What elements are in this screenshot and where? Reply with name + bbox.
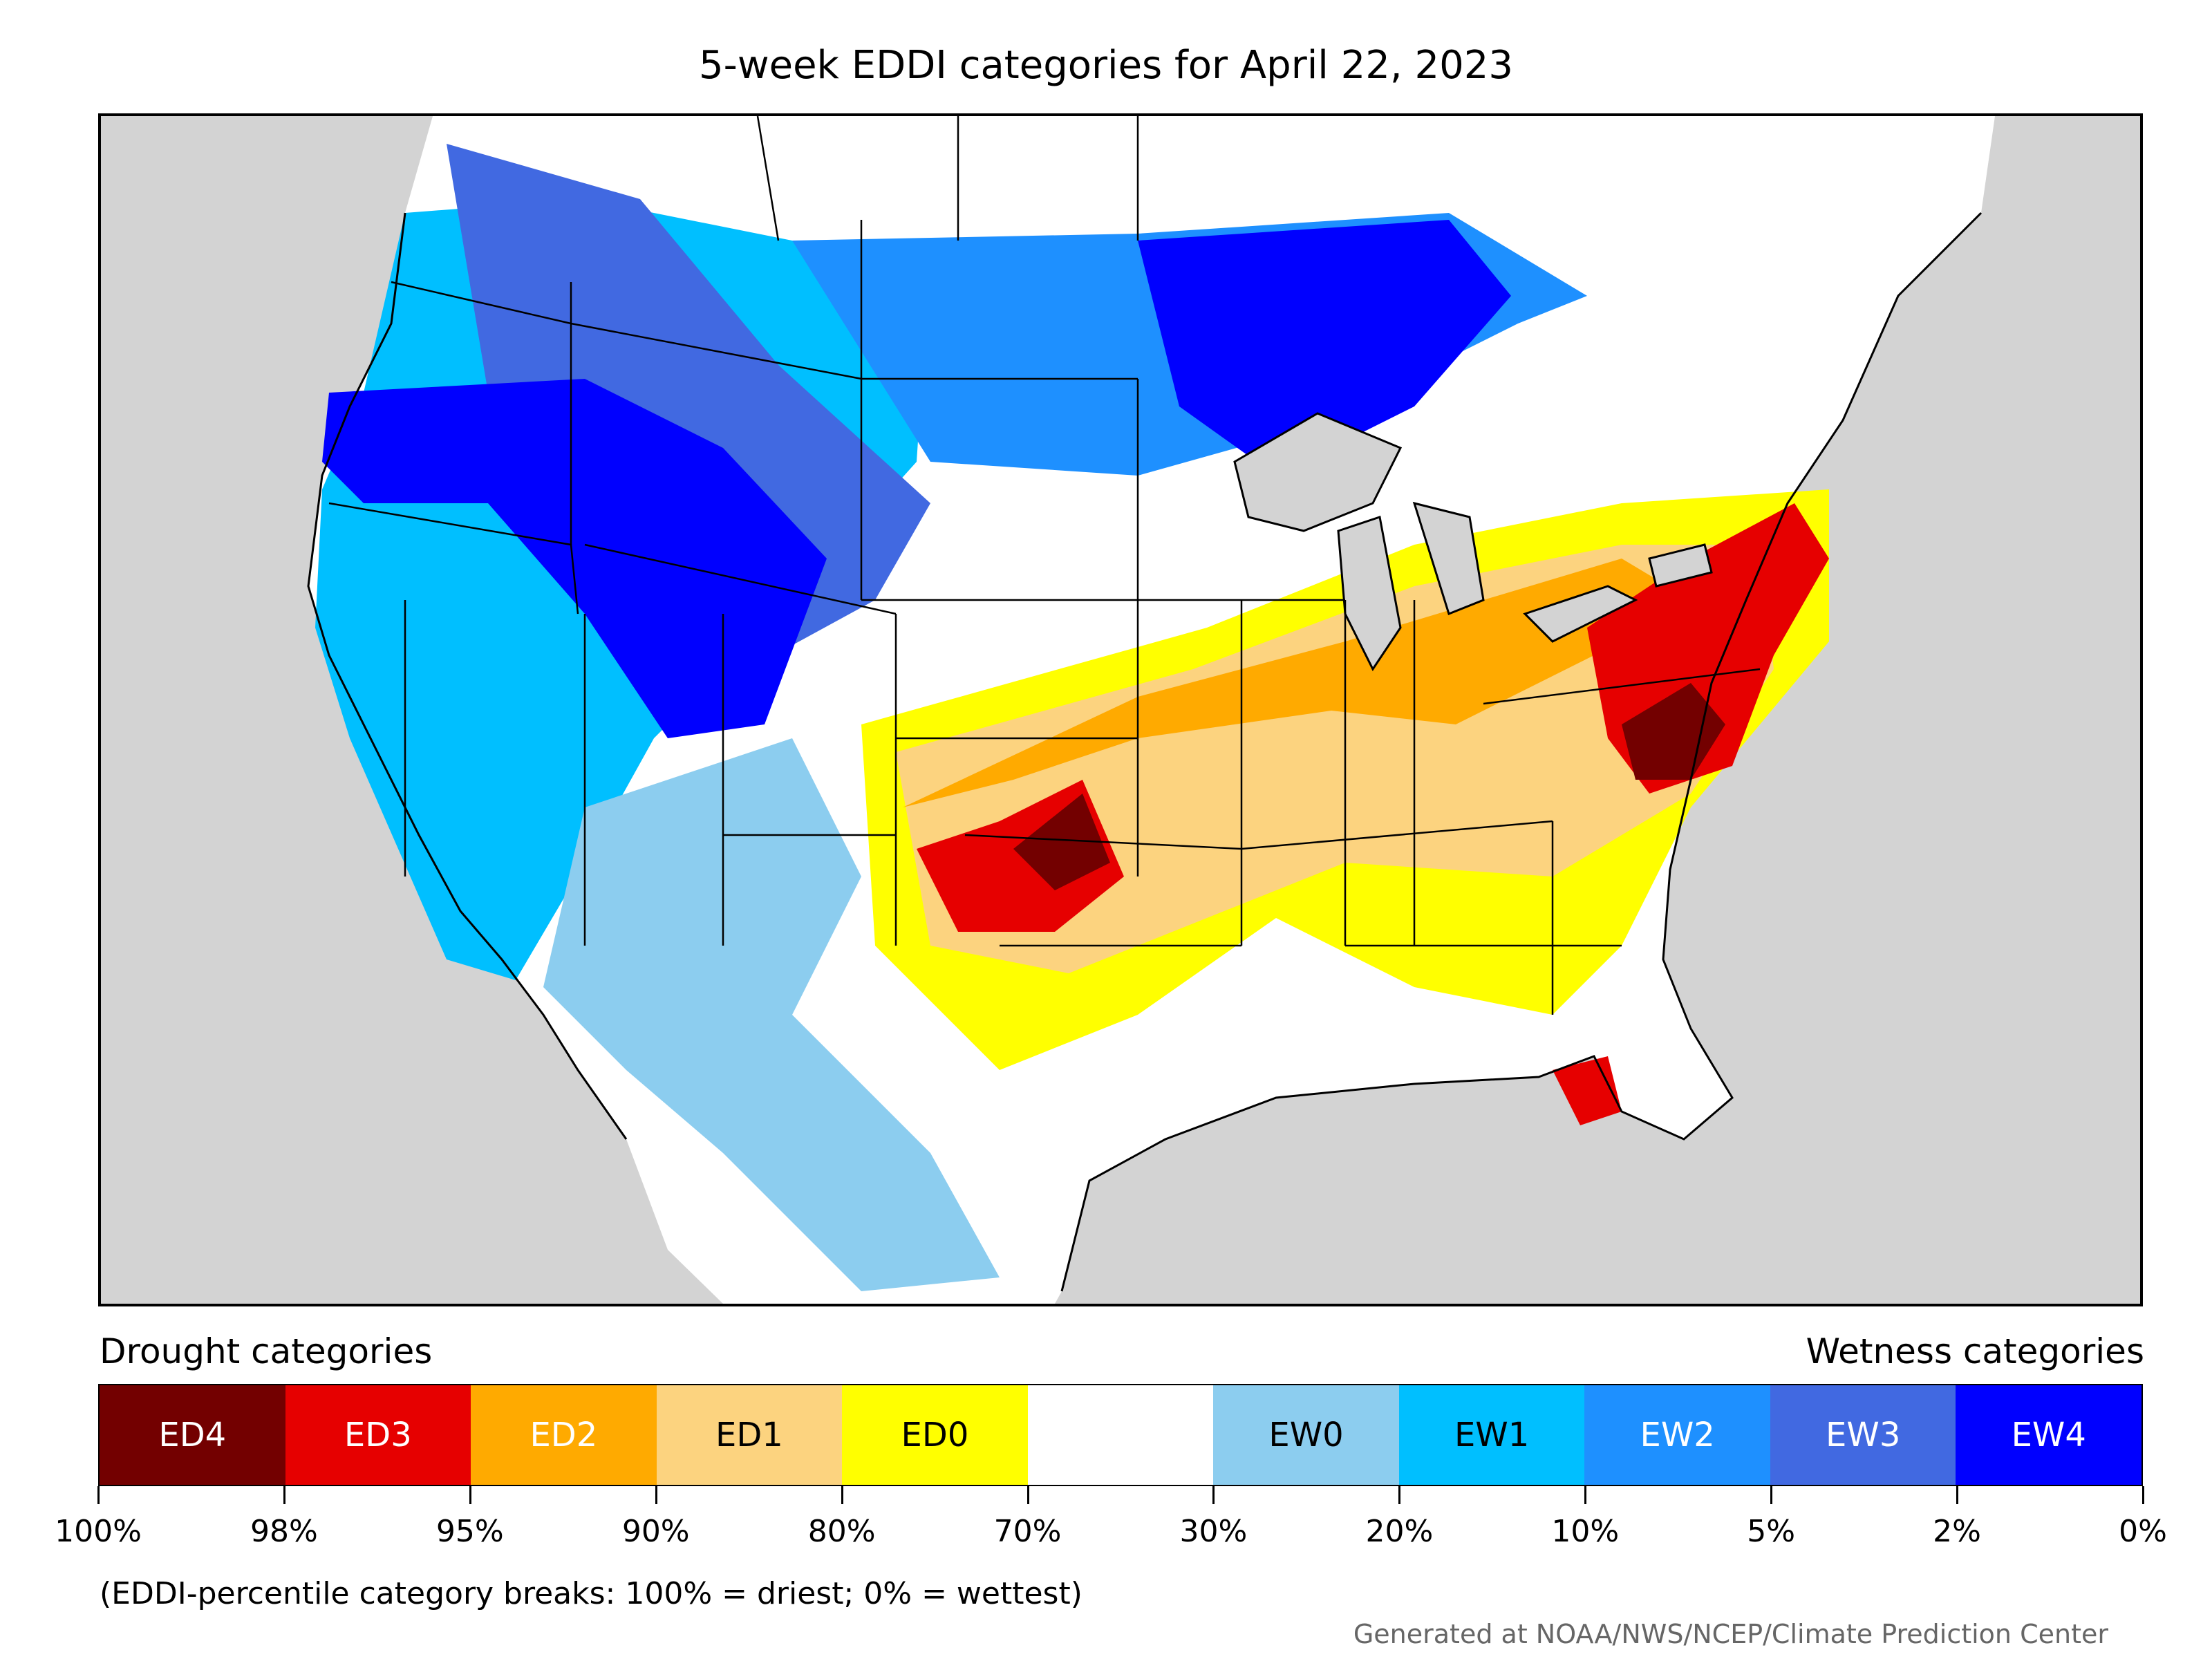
colorbar-tick-label: 95% <box>435 1514 504 1549</box>
colorbar-tick-label: 70% <box>993 1514 1062 1549</box>
legend-swatch: ED4 <box>100 1385 285 1485</box>
colorbar-tick <box>655 1486 657 1504</box>
colorbar-tick-label: 20% <box>1365 1514 1434 1549</box>
legend-swatch: ED1 <box>656 1385 843 1485</box>
colorbar-tick-label: 0% <box>2119 1514 2167 1549</box>
legend-swatch <box>1027 1385 1214 1485</box>
coastline <box>307 212 1983 1292</box>
wetness-categories-heading: Wetness categories <box>1806 1331 2144 1371</box>
colorbar-tick <box>1770 1486 1773 1504</box>
colorbar-tick-label: 80% <box>807 1514 876 1549</box>
colorbar-tick <box>1027 1486 1029 1504</box>
colorbar-tick <box>841 1486 843 1504</box>
legend-swatch: ED3 <box>285 1385 471 1485</box>
colorbar-tick <box>469 1486 471 1504</box>
category-note: (EDDI-percentile category breaks: 100% =… <box>100 1576 1082 1611</box>
colorbar-tick-label: 98% <box>250 1514 318 1549</box>
colorbar-tick-label: 2% <box>1933 1514 1981 1549</box>
colorbar-tick <box>1956 1486 1959 1504</box>
legend-swatch: EW0 <box>1213 1385 1399 1485</box>
dry-region-ed4-east <box>1622 683 1725 780</box>
colorbar-tick-label: 90% <box>621 1514 690 1549</box>
wet-region-ew4 <box>322 379 827 738</box>
colorbar-tick <box>1398 1486 1401 1504</box>
colorbar-tick-label: 100% <box>55 1514 142 1549</box>
legend-swatch: EW2 <box>1584 1385 1770 1485</box>
colorbar-tick-label: 10% <box>1551 1514 1620 1549</box>
dry-region-ed3-florida <box>1553 1056 1622 1125</box>
legend-swatch: ED2 <box>471 1385 657 1485</box>
colorbar-tick <box>1212 1486 1215 1504</box>
colorbar-tick-label: 30% <box>1179 1514 1248 1549</box>
colorbar-tick <box>283 1486 285 1504</box>
map-title: 5-week EDDI categories for April 22, 202… <box>698 43 1514 88</box>
eddi-map <box>98 113 2143 1306</box>
wet-region-ew4-north <box>1138 220 1511 476</box>
legend-swatch: EW3 <box>1770 1385 1956 1485</box>
wet-region-ew0 <box>543 738 1000 1291</box>
legend-swatch: ED0 <box>842 1385 1028 1485</box>
dry-region-ed2 <box>903 559 1691 807</box>
great-lakes <box>1233 412 1713 671</box>
category-colorbar: ED4 ED3 ED2 ED1 ED0 EW0 EW1 EW2 EW3 EW4 <box>98 1384 2143 1486</box>
credit-line: Generated at NOAA/NWS/NCEP/Climate Predi… <box>1353 1619 2108 1649</box>
state-boundaries <box>328 116 1761 1015</box>
colorbar-tick <box>97 1486 100 1504</box>
colorbar-tick <box>2142 1486 2144 1504</box>
colorbar-tick-label: 5% <box>1747 1514 1796 1549</box>
legend-swatch: EW1 <box>1398 1385 1585 1485</box>
colorbar-ticks <box>97 1486 2144 1507</box>
drought-categories-heading: Drought categories <box>100 1331 433 1371</box>
dry-region-ed4 <box>1013 794 1110 890</box>
colorbar-tick <box>1584 1486 1587 1504</box>
map-canvas <box>307 116 1995 1304</box>
legend-swatch: EW4 <box>1956 1385 2142 1485</box>
